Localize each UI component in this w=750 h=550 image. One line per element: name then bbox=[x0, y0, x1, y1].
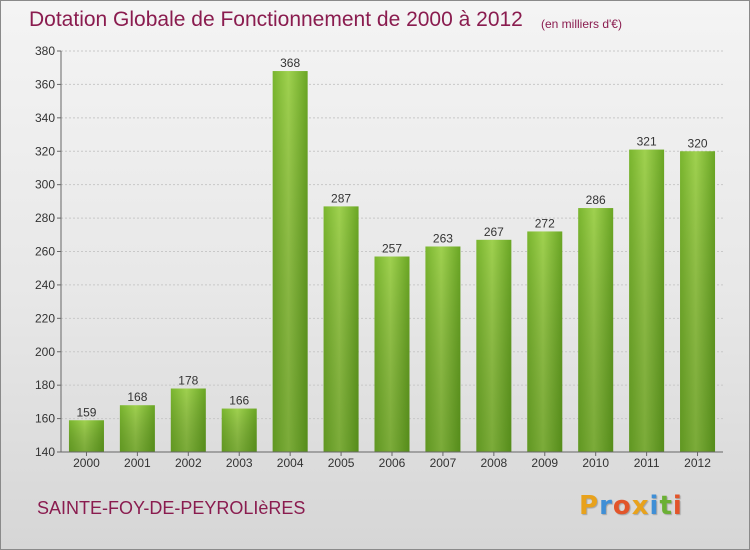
data-label: 320 bbox=[688, 136, 708, 150]
y-tick-label: 320 bbox=[35, 144, 55, 158]
logo-letter: t bbox=[659, 491, 673, 521]
y-tick-label: 220 bbox=[35, 311, 55, 325]
bar-shade bbox=[323, 206, 359, 452]
x-tick-label: 2006 bbox=[379, 456, 406, 470]
x-tick-label: 2002 bbox=[175, 456, 202, 470]
data-label: 263 bbox=[433, 231, 453, 245]
y-tick-label: 380 bbox=[35, 44, 55, 58]
data-label: 368 bbox=[280, 56, 300, 70]
y-tick-label: 200 bbox=[35, 345, 55, 359]
data-label: 257 bbox=[382, 242, 402, 256]
data-label: 168 bbox=[127, 390, 147, 404]
x-tick-label: 2007 bbox=[430, 456, 457, 470]
data-label: 321 bbox=[637, 135, 657, 149]
logo-letter: r bbox=[599, 491, 613, 521]
data-label: 267 bbox=[484, 225, 504, 239]
chart-title: Dotation Globale de Fonctionnement de 20… bbox=[29, 8, 523, 31]
x-tick-label: 2005 bbox=[328, 456, 355, 470]
x-tick-label: 2004 bbox=[277, 456, 304, 470]
y-tick-label: 300 bbox=[35, 178, 55, 192]
bar-shade bbox=[476, 239, 512, 452]
bar-shade bbox=[425, 246, 461, 452]
data-label: 166 bbox=[229, 394, 249, 408]
y-tick-label: 180 bbox=[35, 378, 55, 392]
logo-letter: i bbox=[672, 491, 683, 521]
y-tick-label: 280 bbox=[35, 211, 55, 225]
bar-shade bbox=[527, 231, 563, 452]
data-label: 159 bbox=[76, 405, 96, 419]
bar-shade bbox=[68, 420, 104, 452]
unit-label: (en milliers d'€) bbox=[541, 17, 622, 31]
logo-letter: P bbox=[579, 491, 600, 521]
bar-shade bbox=[680, 151, 716, 452]
bars-layer: 159 168 178 166 368 287 257 263 267 272 286 321 320 bbox=[68, 56, 716, 453]
logo-letter: x bbox=[631, 491, 650, 521]
data-label: 272 bbox=[535, 216, 555, 230]
y-tick-label: 260 bbox=[35, 245, 55, 259]
y-tick-label: 360 bbox=[35, 77, 55, 91]
data-label: 286 bbox=[586, 193, 606, 207]
x-tick-label: 2012 bbox=[684, 456, 711, 470]
logo-letter: i bbox=[649, 491, 660, 521]
x-tick-label: 2011 bbox=[634, 456, 660, 470]
y-tick-label: 140 bbox=[35, 445, 55, 459]
proxiti-logo[interactable]: Proxiti bbox=[579, 491, 683, 521]
commune-name: SAINTE-FOY-DE-PEYROLIèRES bbox=[37, 498, 306, 518]
axis-layer: 140 160 180 200 220 240 260 280 300 320 340 360 380 2… bbox=[35, 44, 723, 470]
bar-shade bbox=[170, 388, 206, 452]
x-tick-label: 2010 bbox=[582, 456, 609, 470]
bar-shade bbox=[119, 405, 155, 452]
y-tick-label: 240 bbox=[35, 278, 55, 292]
data-label: 178 bbox=[178, 374, 198, 388]
x-tick-label: 2009 bbox=[531, 456, 558, 470]
bar-shade bbox=[578, 208, 614, 452]
logo-letter: o bbox=[612, 491, 632, 521]
x-tick-label: 2008 bbox=[480, 456, 507, 470]
x-tick-label: 2001 bbox=[124, 456, 151, 470]
bar-shade bbox=[272, 71, 308, 453]
bar-shade bbox=[374, 256, 410, 452]
x-tick-label: 2003 bbox=[226, 456, 253, 470]
data-label: 287 bbox=[331, 191, 351, 205]
y-tick-label: 160 bbox=[35, 412, 55, 426]
bar-shade bbox=[221, 408, 257, 452]
bar-shade bbox=[629, 149, 665, 452]
y-tick-label: 340 bbox=[35, 111, 55, 125]
x-tick-label: 2000 bbox=[73, 456, 100, 470]
